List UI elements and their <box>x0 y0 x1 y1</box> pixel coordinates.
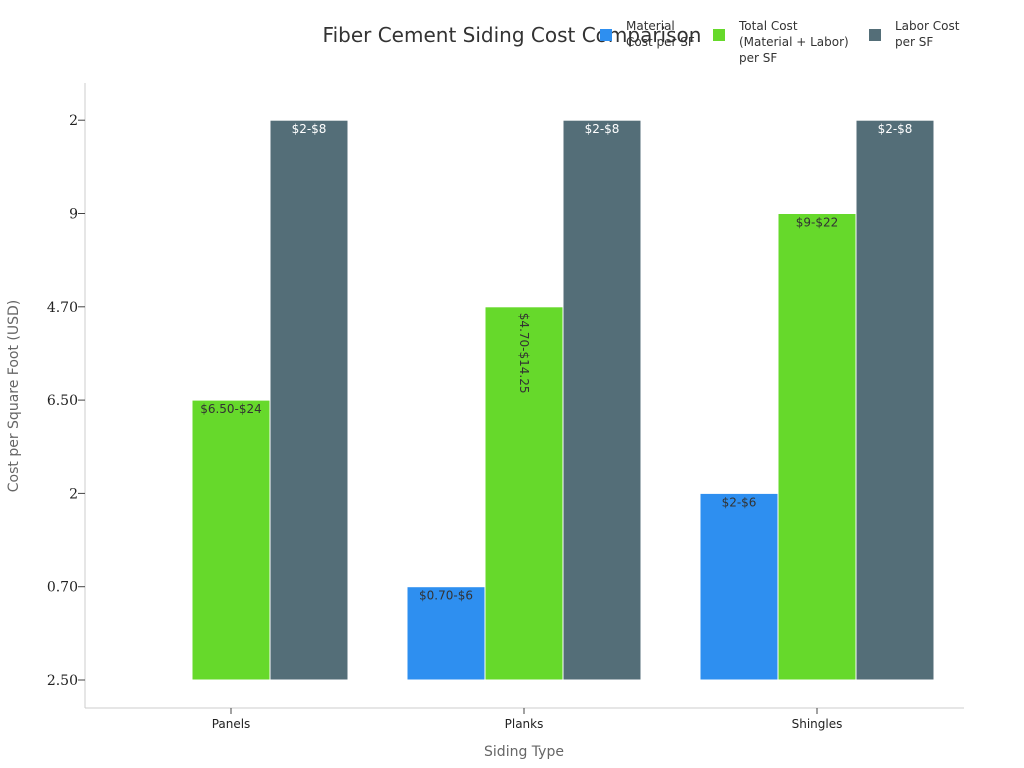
legend-label: Material <box>626 19 675 33</box>
legend-swatch <box>869 29 881 41</box>
bar-value-label: $2-$8 <box>292 122 327 136</box>
legend-label: Cost per SF <box>626 35 695 49</box>
chart-title: Fiber Cement Siding Cost Comparison <box>323 23 702 47</box>
y-tick-label: 2 <box>69 486 78 502</box>
bar-value-label: $2-$8 <box>585 122 620 136</box>
legend-label: Labor Cost <box>895 19 960 33</box>
y-tick-label: 0.70 <box>47 580 78 596</box>
y-tick-label: 9 <box>69 207 78 223</box>
legend-label: per SF <box>895 35 933 49</box>
legend-label: (Material + Labor) <box>739 35 849 49</box>
bar-value-label: $2-$8 <box>878 122 913 136</box>
bar-value-label: $0.70-$6 <box>419 589 473 603</box>
x-tick-label: Planks <box>505 717 544 731</box>
bar-labels-group: $0.70-$6 $2-$6 $6.50-$24 $4.70-$14.25 $9-$22… <box>200 122 912 603</box>
x-axis-title: Siding Type <box>484 744 564 760</box>
x-tick-label: Shingles <box>792 717 843 731</box>
y-tick-label: 6.50 <box>47 393 78 409</box>
bar-value-label: $2-$6 <box>722 495 757 509</box>
bar <box>191 399 271 681</box>
x-ticks-group: Panels Planks Shingles <box>212 708 843 731</box>
y-tick-label: 4.70 <box>47 300 78 316</box>
x-tick-label: Panels <box>212 717 251 731</box>
bar-value-label: $6.50-$24 <box>200 402 262 416</box>
legend-swatch <box>713 29 725 41</box>
bar <box>484 306 564 681</box>
legend: Material Cost per SF Total Cost (Material +… <box>600 19 960 65</box>
y-ticks-group: 2.50 0.70 2 6.50 4.70 9 2 <box>47 113 85 689</box>
bar <box>406 586 486 681</box>
bar <box>855 119 935 681</box>
bar <box>562 119 642 681</box>
bar-value-label: $4.70-$14.25 <box>517 313 531 394</box>
y-tick-label: 2 <box>69 113 78 129</box>
y-axis-title: Cost per Square Foot (USD) <box>6 300 22 492</box>
legend-label: per SF <box>739 51 777 65</box>
y-tick-label: 2.50 <box>47 673 78 689</box>
legend-label: Total Cost <box>738 19 798 33</box>
bar <box>699 492 779 681</box>
bar <box>269 119 349 681</box>
bars-group <box>191 119 935 681</box>
bar <box>777 213 857 681</box>
legend-swatch <box>600 29 612 41</box>
bar-value-label: $9-$22 <box>796 216 839 230</box>
